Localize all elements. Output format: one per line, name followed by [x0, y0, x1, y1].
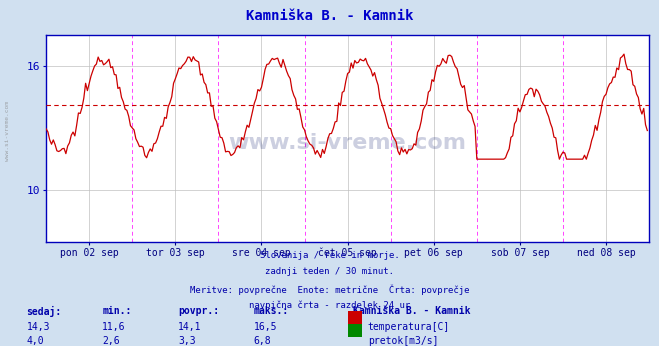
Text: Slovenija / reke in morje.: Slovenija / reke in morje. — [260, 251, 399, 260]
Text: www.si-vreme.com: www.si-vreme.com — [229, 133, 467, 153]
Text: 14,1: 14,1 — [178, 322, 202, 333]
Text: sedaj:: sedaj: — [26, 306, 61, 317]
Text: pretok[m3/s]: pretok[m3/s] — [368, 336, 438, 346]
Text: maks.:: maks.: — [254, 306, 289, 316]
Text: 4,0: 4,0 — [26, 336, 44, 346]
Text: 3,3: 3,3 — [178, 336, 196, 346]
Text: 11,6: 11,6 — [102, 322, 126, 333]
Text: min.:: min.: — [102, 306, 132, 316]
Text: povpr.:: povpr.: — [178, 306, 219, 316]
Text: 14,3: 14,3 — [26, 322, 50, 333]
Text: Meritve: povprečne  Enote: metrične  Črta: povprečje: Meritve: povprečne Enote: metrične Črta:… — [190, 284, 469, 294]
Text: Kamniška B. - Kamnik: Kamniška B. - Kamnik — [246, 9, 413, 22]
Text: 16,5: 16,5 — [254, 322, 277, 333]
Text: 2,6: 2,6 — [102, 336, 120, 346]
Text: temperatura[C]: temperatura[C] — [368, 322, 450, 333]
Text: 6,8: 6,8 — [254, 336, 272, 346]
Text: www.si-vreme.com: www.si-vreme.com — [5, 101, 11, 162]
Text: Kamniška B. - Kamnik: Kamniška B. - Kamnik — [353, 306, 470, 316]
Text: navpična črta - razdelek 24 ur: navpična črta - razdelek 24 ur — [249, 301, 410, 310]
Text: zadnji teden / 30 minut.: zadnji teden / 30 minut. — [265, 267, 394, 276]
